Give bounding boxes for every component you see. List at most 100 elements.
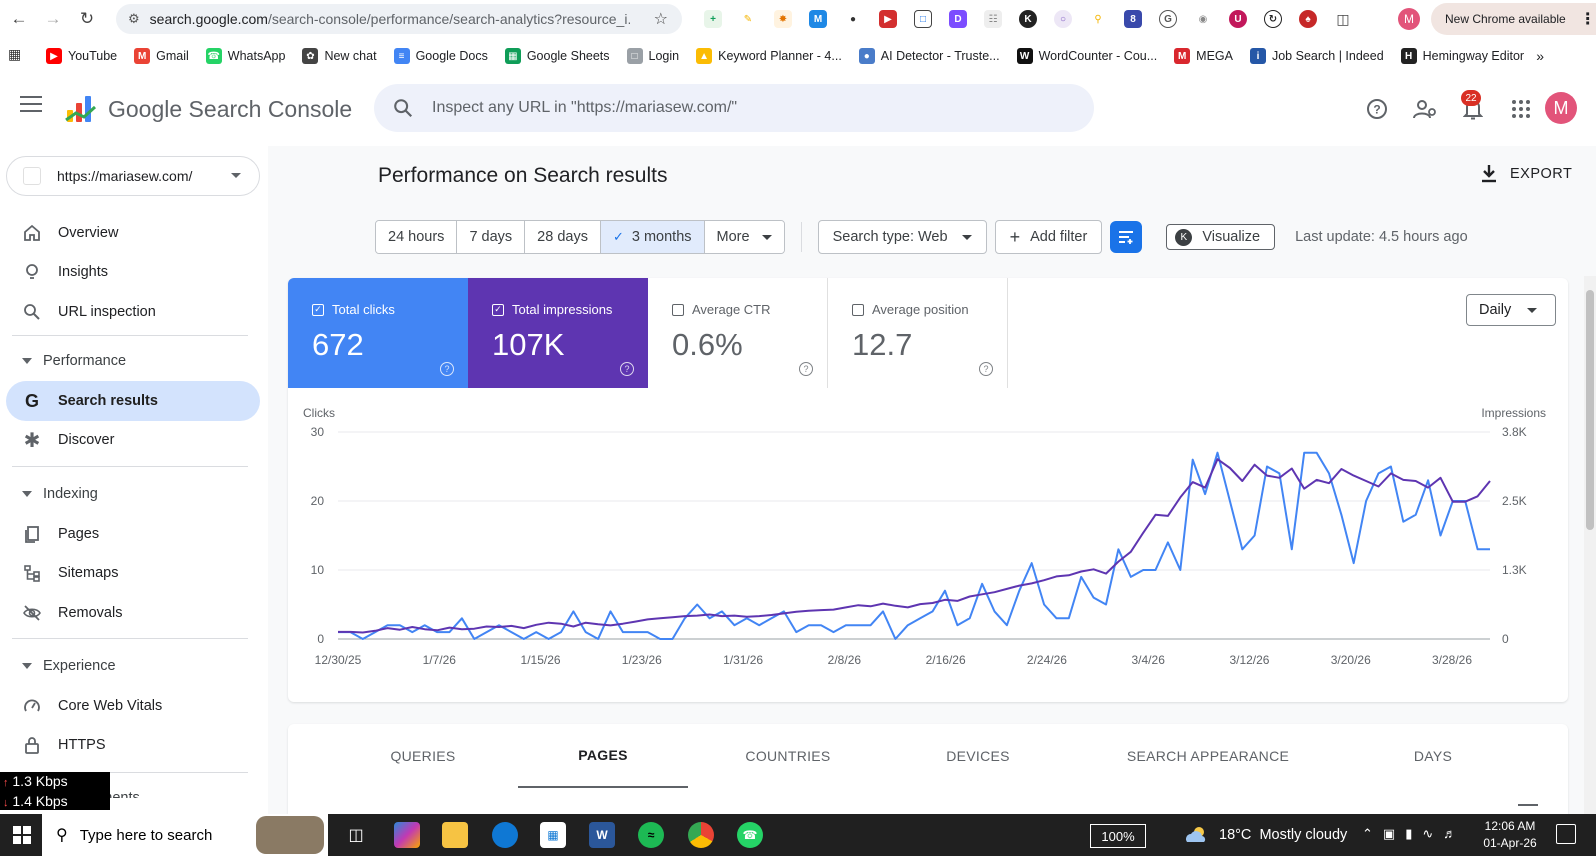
bookmark-star-icon[interactable]: ☆ bbox=[653, 11, 668, 28]
url-inspection-search[interactable] bbox=[374, 84, 1094, 132]
bookmark-item[interactable]: ▶ YouTube bbox=[46, 48, 117, 64]
new-chrome-available-button[interactable]: New Chrome available ⋮ bbox=[1431, 3, 1596, 35]
taskbar-clock[interactable]: 12:06 AM 01-Apr-26 bbox=[1480, 818, 1540, 852]
help-icon[interactable]: ? bbox=[440, 362, 454, 376]
visualize-button[interactable]: K Visualize bbox=[1166, 224, 1276, 250]
weather-widget[interactable]: 18°C Mostly cloudy bbox=[1183, 814, 1347, 856]
checkbox-checked-icon[interactable]: ✓ bbox=[492, 303, 504, 316]
table-filter-icon[interactable] bbox=[1518, 804, 1538, 810]
notification-center-icon[interactable] bbox=[1556, 824, 1576, 844]
export-button[interactable]: EXPORT bbox=[1480, 164, 1572, 184]
metric-total-clicks[interactable]: ✓ Total clicks 672 ? bbox=[288, 278, 468, 388]
page-scrollbar[interactable] bbox=[1584, 276, 1596, 814]
property-selector[interactable]: https://mariasew.com/ bbox=[6, 156, 260, 196]
tab-countries[interactable]: COUNTRIES bbox=[745, 748, 831, 764]
help-icon[interactable]: ? bbox=[620, 362, 634, 376]
windows-start-icon[interactable] bbox=[3, 814, 41, 856]
sidebar-item-discover[interactable]: ✱ Discover bbox=[6, 420, 260, 460]
browser-profile-avatar[interactable]: M bbox=[1398, 8, 1420, 30]
tab-search-appearance[interactable]: SEARCH APPEARANCE bbox=[1126, 748, 1290, 764]
sidebar-item-core-web-vitals[interactable]: Core Web Vitals bbox=[6, 686, 260, 726]
bookmark-item[interactable]: ▦ Google Sheets bbox=[504, 48, 610, 64]
granularity-dropdown[interactable]: Daily bbox=[1466, 294, 1556, 326]
bookmark-item[interactable]: M MEGA bbox=[1174, 48, 1233, 64]
scrollbar-thumb[interactable] bbox=[1586, 290, 1594, 530]
extension-icon[interactable]: ⚲ bbox=[1085, 6, 1111, 32]
microsoft-store-icon[interactable]: ▦ bbox=[540, 822, 566, 848]
wifi-icon[interactable]: ∿ bbox=[1422, 826, 1434, 841]
bookmark-item[interactable]: ▲ Keyword Planner - 4... bbox=[696, 48, 842, 64]
extension-icon[interactable]: ● bbox=[840, 6, 866, 32]
meet-now-icon[interactable]: ▣ bbox=[1382, 826, 1396, 841]
zoom-indicator[interactable]: 100% bbox=[1090, 824, 1146, 848]
bookmark-item[interactable]: ≡ Google Docs bbox=[393, 48, 488, 64]
sidebar-section-experience[interactable]: Experience bbox=[22, 658, 116, 674]
bookmark-item[interactable]: ✿ New chat bbox=[302, 48, 377, 64]
add-filter-button[interactable]: + Add filter bbox=[994, 220, 1103, 254]
edge-browser-icon[interactable] bbox=[492, 822, 518, 848]
bookmark-item[interactable]: ☎ WhatsApp bbox=[205, 48, 285, 64]
extension-icon[interactable]: 8 bbox=[1120, 6, 1146, 32]
metric-average-position[interactable]: Average position 12.7 ? bbox=[828, 278, 1008, 388]
extension-icon[interactable]: U bbox=[1225, 6, 1251, 32]
bookmark-item[interactable]: □ Login bbox=[626, 48, 679, 64]
checkbox-checked-icon[interactable]: ✓ bbox=[312, 303, 324, 316]
more-bookmarks-icon[interactable]: » bbox=[1536, 48, 1544, 64]
metric-total-impressions[interactable]: ✓ Total impressions 107K ? bbox=[468, 278, 648, 388]
word-icon[interactable]: W bbox=[589, 822, 615, 848]
tab-devices[interactable]: DEVICES bbox=[946, 748, 1010, 764]
camera-extension-icon[interactable]: ◉ bbox=[1190, 6, 1216, 32]
metric-average-ctr[interactable]: Average CTR 0.6% ? bbox=[648, 278, 828, 388]
bookmark-item[interactable]: H Hemingway Editor bbox=[1400, 48, 1524, 64]
menu-icon[interactable] bbox=[20, 96, 42, 114]
file-explorer-icon[interactable] bbox=[442, 822, 468, 848]
battery-icon[interactable]: ▮ bbox=[1405, 826, 1413, 841]
range-more-dropdown[interactable]: More bbox=[704, 221, 784, 253]
whatsapp-icon[interactable]: ☎ bbox=[737, 822, 763, 848]
url-inspection-input[interactable] bbox=[432, 99, 1052, 117]
back-icon[interactable]: ← bbox=[10, 9, 28, 28]
help-icon[interactable]: ? bbox=[799, 362, 813, 376]
help-icon[interactable]: ? bbox=[979, 362, 993, 376]
copilot-icon[interactable] bbox=[394, 822, 420, 848]
sidebar-section-performance[interactable]: Performance bbox=[22, 353, 126, 369]
more-vert-icon[interactable]: ⋮ bbox=[1579, 11, 1596, 28]
address-bar[interactable]: ⚙ search.google.com/search-console/perfo… bbox=[116, 4, 682, 34]
sidebar-item-insights[interactable]: Insights bbox=[6, 252, 260, 292]
extension-icon[interactable]: ↻ bbox=[1260, 6, 1286, 32]
range-7-days[interactable]: 7 days bbox=[457, 221, 526, 253]
extension-icon[interactable]: D bbox=[945, 6, 971, 32]
extension-icon[interactable]: M bbox=[805, 6, 831, 32]
bookmark-item[interactable]: M Gmail bbox=[134, 48, 189, 64]
extension-icon[interactable]: + bbox=[700, 6, 726, 32]
extension-icon[interactable]: ♠ bbox=[1295, 6, 1321, 32]
reload-icon[interactable]: ↻ bbox=[79, 9, 95, 28]
range-24-hours[interactable]: 24 hours bbox=[376, 221, 458, 253]
app-title[interactable]: Google Search Console bbox=[108, 96, 353, 122]
manage-users-icon[interactable] bbox=[1412, 96, 1438, 122]
extension-icon[interactable]: K bbox=[1015, 6, 1041, 32]
range-28-days[interactable]: 28 days bbox=[525, 221, 601, 253]
apps-grid-icon[interactable]: ▦ bbox=[8, 46, 22, 62]
sidebar-item-pages[interactable]: Pages bbox=[6, 514, 260, 554]
tab-pages[interactable]: PAGES bbox=[518, 724, 688, 788]
search-type-dropdown[interactable]: Search type: Web bbox=[817, 220, 987, 254]
spotify-icon[interactable]: ≈ bbox=[638, 822, 664, 848]
extensions-puzzle-icon[interactable]: ◫ bbox=[1330, 6, 1356, 32]
bookmark-item[interactable]: ● AI Detector - Truste... bbox=[858, 48, 1000, 64]
address-url[interactable]: search.google.com/search-console/perform… bbox=[150, 11, 630, 27]
taskbar-search-box[interactable]: ⚲ Type here to search bbox=[42, 814, 328, 856]
compare-filter-button[interactable] bbox=[1110, 221, 1143, 253]
tab-queries[interactable]: QUERIES bbox=[390, 748, 456, 764]
sidebar-item-overview[interactable]: Overview bbox=[6, 213, 260, 253]
extension-icon[interactable]: ✸ bbox=[770, 6, 796, 32]
highlighter-extension-icon[interactable]: ✎ bbox=[735, 6, 761, 32]
range-3-months[interactable]: ✓ 3 months bbox=[600, 221, 705, 253]
checkbox-unchecked-icon[interactable] bbox=[852, 303, 864, 316]
volume-icon[interactable]: ♬ bbox=[1443, 826, 1457, 841]
checkbox-unchecked-icon[interactable] bbox=[672, 303, 684, 316]
sidebar-item-url-inspection[interactable]: URL inspection bbox=[6, 292, 260, 332]
sidebar-item-search-results[interactable]: G Search results bbox=[6, 381, 260, 421]
bookmark-item[interactable]: i Job Search | Indeed bbox=[1249, 48, 1384, 64]
tab-days[interactable]: DAYS bbox=[1413, 748, 1453, 764]
